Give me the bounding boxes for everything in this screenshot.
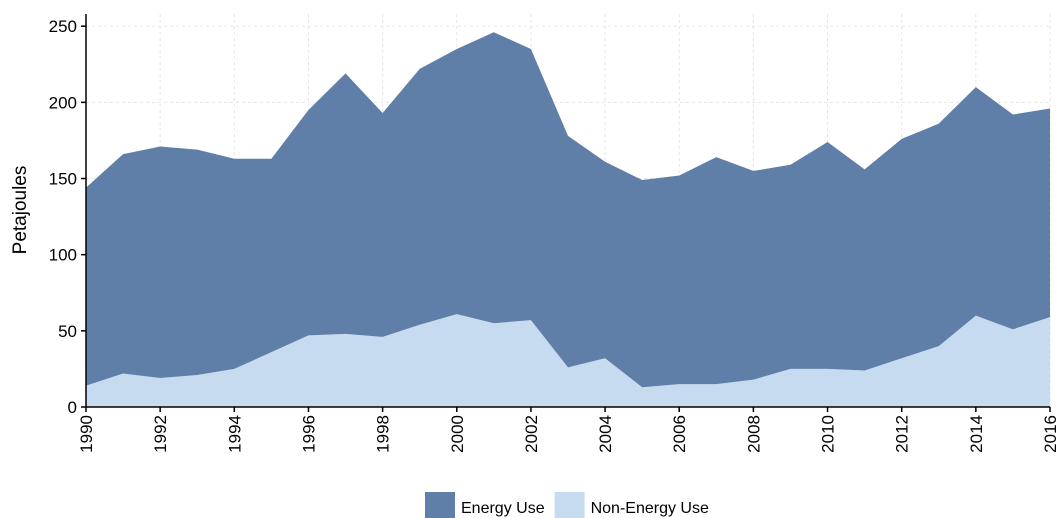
area bbox=[86, 32, 1050, 388]
y-tick-label: 0 bbox=[68, 398, 77, 417]
y-tick-label: 200 bbox=[49, 93, 77, 112]
legend-label: Non-Energy Use bbox=[591, 500, 709, 517]
x-tick-label: 2002 bbox=[522, 415, 541, 453]
y-tick-label: 100 bbox=[49, 246, 77, 265]
x-tick-label: 2000 bbox=[448, 415, 467, 453]
x-tick-label: 2016 bbox=[1041, 415, 1060, 453]
x-tick-label: 2006 bbox=[670, 415, 689, 453]
legend-label: Energy Use bbox=[461, 500, 545, 517]
legend-swatch bbox=[425, 492, 455, 518]
x-tick-label: 2010 bbox=[819, 415, 838, 453]
y-axis-label: Petajoules bbox=[10, 166, 31, 255]
x-tick-label: 2008 bbox=[744, 415, 763, 453]
area bbox=[86, 314, 1050, 407]
y-tick-label: 250 bbox=[49, 17, 77, 36]
y-tick-label: 50 bbox=[58, 322, 77, 341]
legend-swatch bbox=[554, 492, 585, 518]
x-tick-label: 2004 bbox=[596, 415, 615, 453]
x-tick-label: 2012 bbox=[893, 415, 912, 453]
y-tick-label: 150 bbox=[49, 170, 77, 189]
x-tick-label: 1996 bbox=[299, 415, 318, 453]
x-tick-label: 1990 bbox=[77, 415, 96, 453]
x-tick-label: 1994 bbox=[225, 415, 244, 453]
x-tick-label: 1998 bbox=[374, 415, 393, 453]
x-tick-label: 2014 bbox=[967, 415, 986, 453]
x-tick-label: 1992 bbox=[151, 415, 170, 453]
